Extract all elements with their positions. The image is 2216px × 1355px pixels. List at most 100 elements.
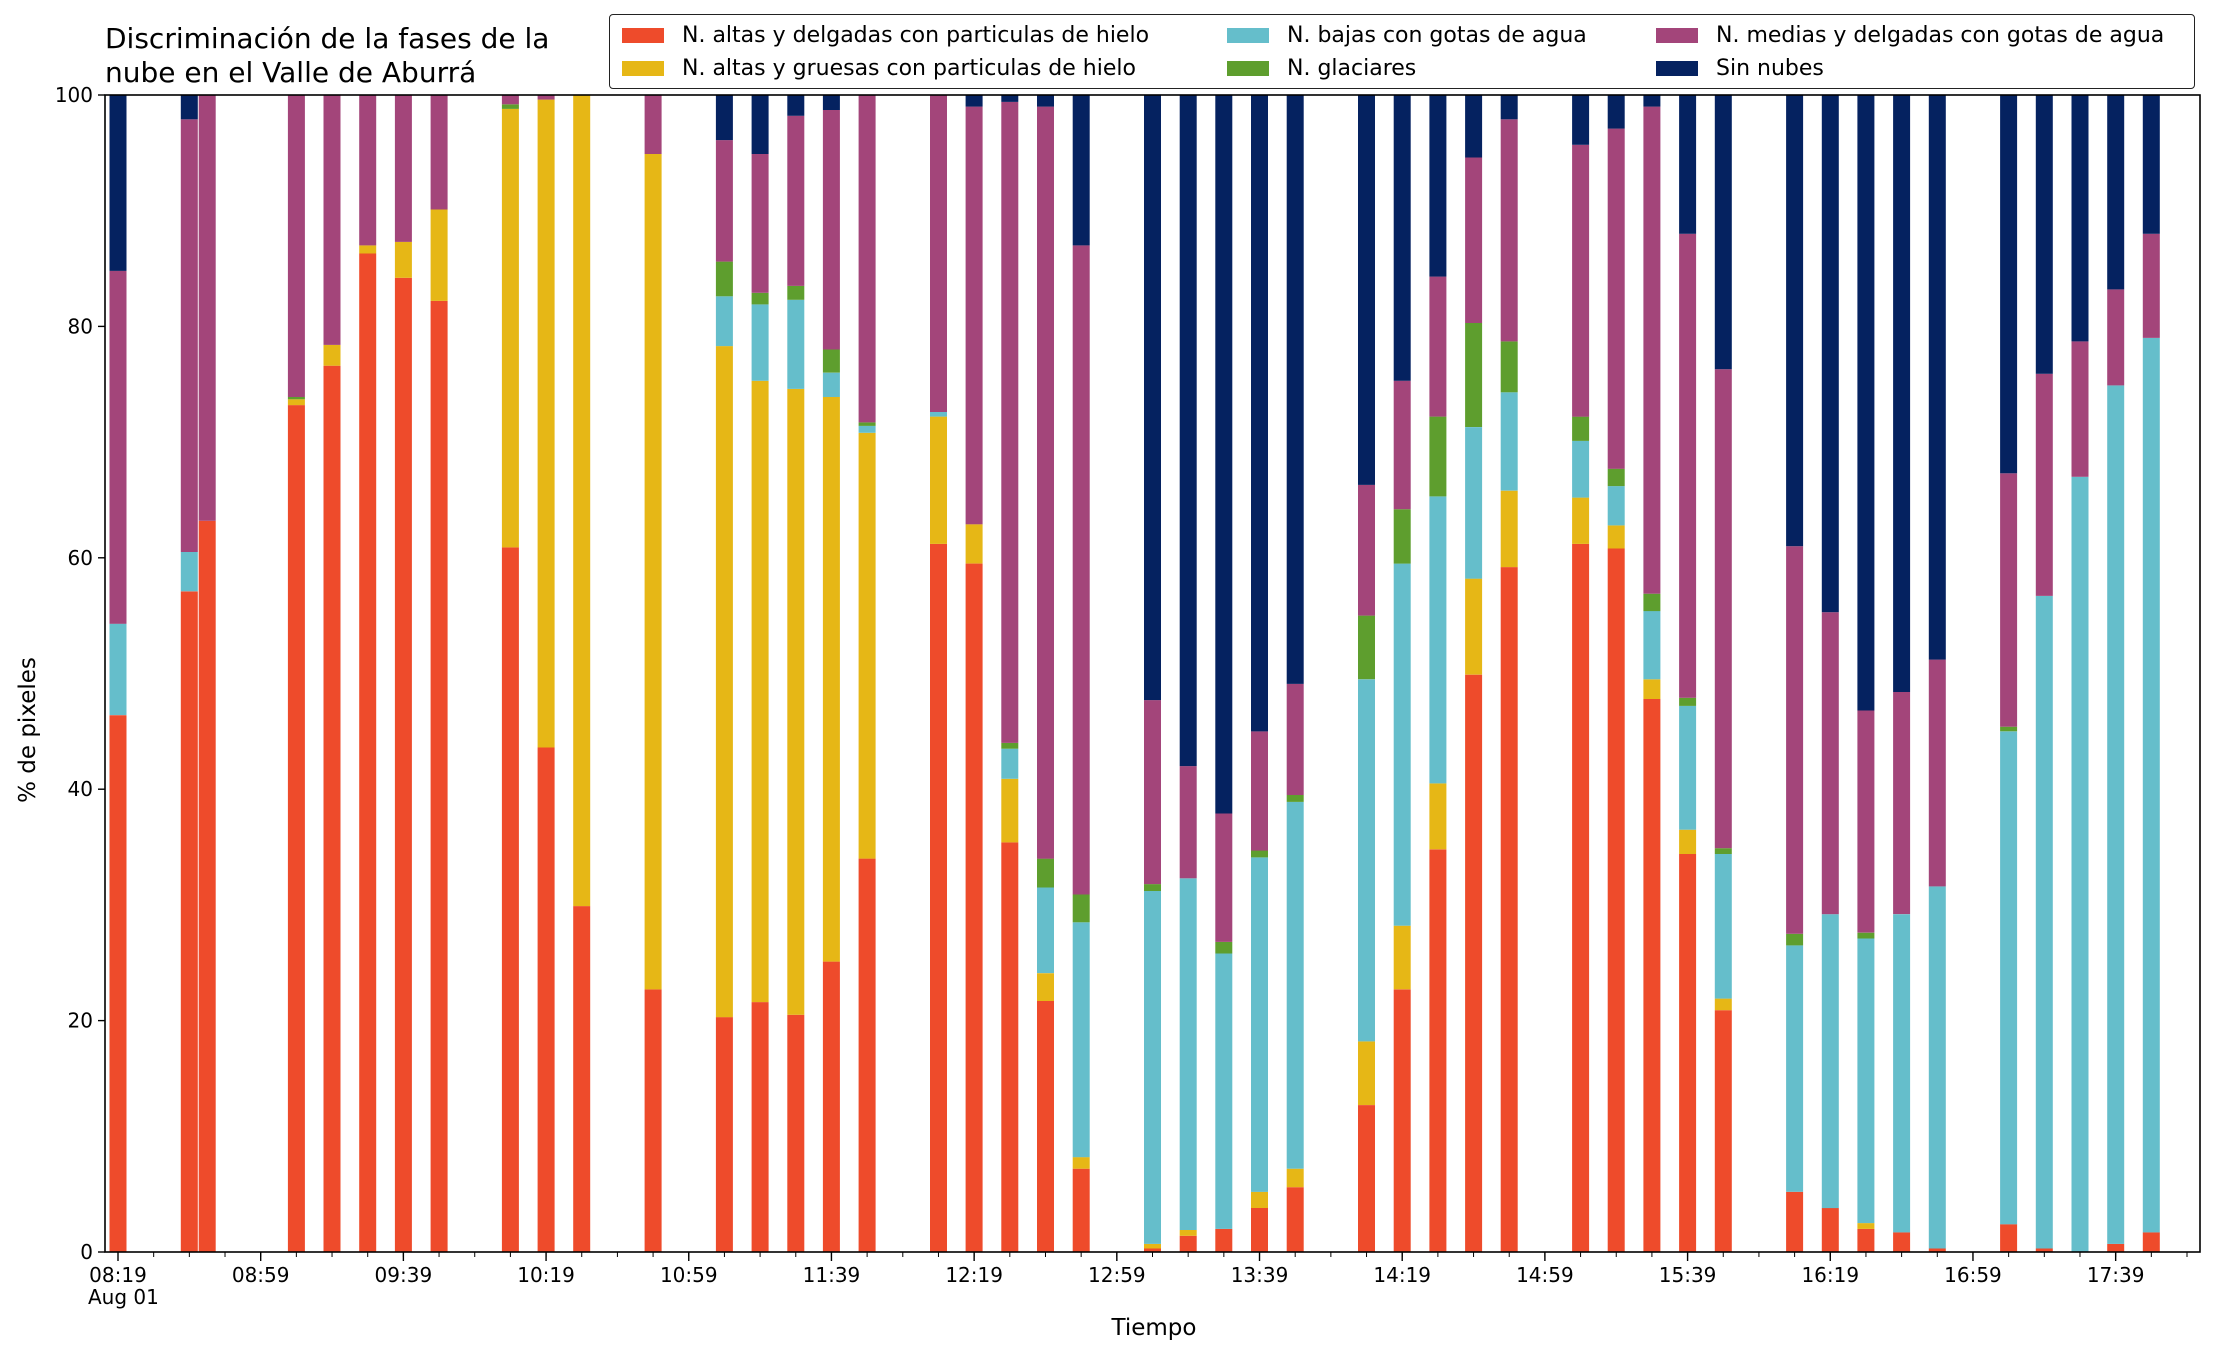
bar-segment-43-4: [2000, 473, 2018, 727]
bar-segment-40-2: [1857, 938, 1875, 1224]
bar-segment-37-5: [1714, 95, 1732, 370]
bar-segment-42-5: [1928, 95, 1946, 660]
bar-segment-42-0: [1928, 1248, 1946, 1252]
bar-segment-36-3: [1679, 697, 1697, 706]
bar-segment-43-5: [2000, 95, 2018, 474]
bar-segment-5-4: [323, 95, 341, 345]
bar-segment-38-3: [1786, 933, 1804, 946]
bar-segment-35-5: [1643, 95, 1661, 107]
y-tick-label-5: 100: [55, 83, 93, 107]
bar-segment-26-5: [1251, 95, 1268, 732]
bar-segment-15-1: [787, 388, 805, 1015]
bar-segment-39-0: [1821, 1208, 1839, 1252]
bar-segment-7-0: [394, 277, 412, 1252]
y-tick-label-3: 60: [68, 546, 93, 570]
bar-segment-36-1: [1679, 829, 1697, 854]
bar-segment-9-4: [501, 95, 519, 105]
bar-segment-22-5: [1072, 95, 1090, 246]
bar-segment-20-0: [1001, 842, 1019, 1252]
bar-segment-34-5: [1607, 95, 1625, 129]
legend-swatch-1: [622, 61, 664, 76]
bar-segment-26-2: [1251, 857, 1268, 1192]
bar-segment-24-0: [1179, 1235, 1197, 1252]
bar-segment-4-4: [287, 95, 305, 397]
bar-segment-28-3: [1358, 615, 1375, 680]
bar-segment-25-5: [1215, 95, 1233, 814]
bar-segment-33-0: [1572, 543, 1590, 1252]
bar-segment-1-0: [180, 591, 198, 1252]
bar-segment-26-4: [1251, 731, 1268, 851]
bar-segment-32-0: [1500, 567, 1518, 1252]
bar-segment-9-0: [501, 547, 519, 1252]
bar-segment-44-4: [2035, 373, 2053, 596]
bar-segment-39-2: [1821, 914, 1839, 1209]
bar-segment-45-5: [2071, 95, 2089, 342]
x-tick-label-2: 09:39: [375, 1263, 433, 1287]
bar-segment-47-4: [2142, 233, 2160, 338]
bar-segment-24-4: [1179, 766, 1197, 879]
bar-segment-47-2: [2142, 338, 2160, 1233]
bar-segment-38-0: [1786, 1191, 1804, 1252]
bar-segment-33-3: [1572, 416, 1590, 441]
bar-segment-27-5: [1286, 95, 1304, 684]
bar-segment-11-0: [573, 906, 591, 1252]
bar-segment-31-5: [1465, 95, 1483, 158]
bar-segment-37-1: [1714, 998, 1732, 1011]
bar-segment-14-0: [751, 1002, 769, 1252]
bar-segment-19-4: [965, 106, 983, 525]
bar-segment-43-2: [2000, 731, 2018, 1225]
bar-segment-18-4: [930, 95, 947, 412]
bar-segment-22-0: [1072, 1168, 1090, 1252]
bar-segment-35-3: [1643, 593, 1661, 612]
bar-segment-32-3: [1500, 341, 1518, 393]
bar-segment-28-1: [1358, 1041, 1375, 1105]
bar-segment-12-1: [644, 154, 662, 990]
x-tick-label-8: 13:39: [1231, 1263, 1289, 1287]
x-tick-label-4: 10:59: [660, 1263, 718, 1287]
bar-segment-35-4: [1643, 106, 1661, 594]
bar-segment-39-4: [1821, 612, 1839, 915]
bar-segment-40-4: [1857, 710, 1875, 933]
bar-segment-26-0: [1251, 1208, 1268, 1252]
bar-segment-15-2: [787, 299, 805, 389]
bar-segment-19-1: [965, 524, 983, 564]
bar-segment-20-3: [1001, 742, 1019, 749]
bar-segment-23-4: [1144, 700, 1161, 885]
bar-segment-37-2: [1714, 854, 1732, 999]
bar-segment-17-1: [858, 432, 876, 859]
bar-segment-28-2: [1358, 679, 1375, 1042]
bar-segment-33-2: [1572, 440, 1590, 498]
bar-segment-32-5: [1500, 95, 1518, 120]
bar-segment-24-1: [1179, 1230, 1197, 1236]
bar-segment-36-0: [1679, 854, 1697, 1252]
bar-segment-41-0: [1893, 1232, 1911, 1252]
bar-segment-29-1: [1393, 925, 1411, 990]
bar-segment-46-5: [2107, 95, 2125, 290]
bar-segment-41-5: [1893, 95, 1911, 692]
bar-segment-43-3: [2000, 726, 2018, 732]
bar-segment-20-5: [1001, 95, 1019, 102]
bar-segment-28-4: [1358, 484, 1375, 616]
bar-segment-16-4: [822, 110, 840, 350]
bar-segment-13-4: [715, 140, 733, 262]
bar-segment-45-2: [2071, 476, 2089, 1252]
bar-segment-13-1: [715, 346, 733, 1018]
bar-segment-24-2: [1179, 878, 1197, 1230]
legend-label-5: Sin nubes: [1716, 56, 1824, 81]
legend-label-0: N. altas y delgadas con particulas de hi…: [682, 23, 1150, 48]
bar-segment-37-0: [1714, 1010, 1732, 1252]
bar-segment-6-4: [359, 95, 377, 246]
bar-segment-42-4: [1928, 659, 1946, 887]
bar-segment-16-0: [822, 961, 840, 1252]
bar-segment-36-5: [1679, 95, 1697, 234]
bar-segment-30-0: [1429, 849, 1447, 1252]
bar-segment-0-4: [109, 270, 127, 624]
bar-segment-23-5: [1144, 95, 1161, 701]
bar-segment-13-3: [715, 261, 733, 297]
bar-segment-14-3: [751, 292, 769, 305]
bar-segment-25-2: [1215, 953, 1233, 1229]
bar-segment-22-4: [1072, 245, 1090, 895]
legend-label-3: N. glaciares: [1287, 56, 1417, 81]
bar-segment-7-4: [394, 95, 412, 242]
